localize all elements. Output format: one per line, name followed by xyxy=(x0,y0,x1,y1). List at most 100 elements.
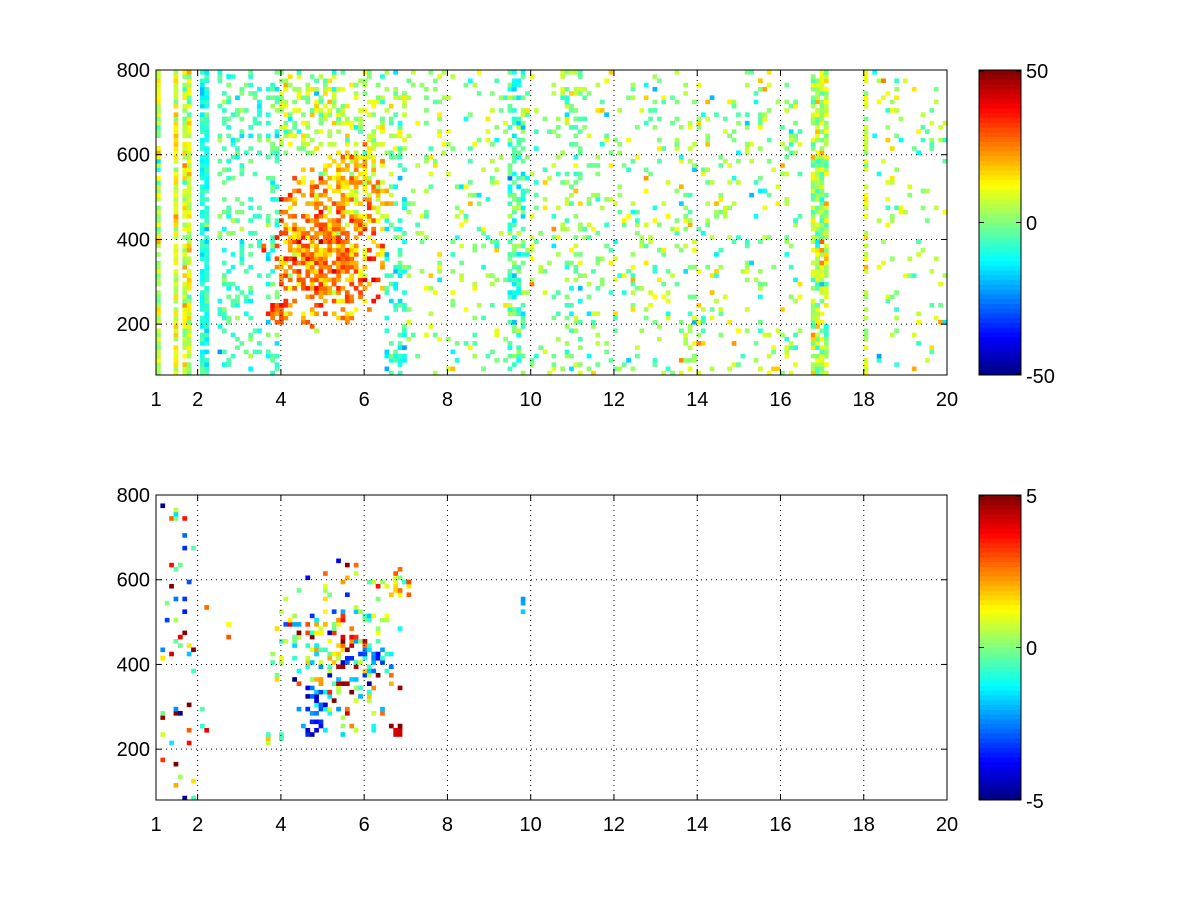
heatmap-cell xyxy=(366,281,372,287)
heatmap-cell xyxy=(362,222,368,228)
heatmap-cell xyxy=(793,137,798,143)
heatmap-cell xyxy=(309,74,315,79)
heatmap-cell xyxy=(362,78,368,84)
heatmap-cell xyxy=(314,269,319,274)
heatmap-cell xyxy=(204,95,210,101)
heatmap-cell xyxy=(863,230,869,236)
heatmap-cell xyxy=(349,180,355,185)
heatmap-cell xyxy=(507,366,513,372)
colorbar-step xyxy=(979,222,1021,228)
heatmap-cell xyxy=(322,727,328,733)
heatmap-cell xyxy=(358,651,363,657)
heatmap-cell xyxy=(577,298,583,304)
heatmap-cell xyxy=(322,235,328,240)
heatmap-cell xyxy=(353,634,359,640)
heatmap-cell xyxy=(700,171,706,177)
heatmap-cell xyxy=(397,588,403,593)
heatmap-cell xyxy=(564,86,570,92)
heatmap-cell xyxy=(279,315,284,321)
heatmap-cell xyxy=(766,370,772,376)
heatmap-cell xyxy=(494,78,500,84)
heatmap-cell xyxy=(380,180,385,185)
heatmap-cell xyxy=(771,349,776,355)
heatmap-cell xyxy=(920,188,926,194)
heatmap-cell xyxy=(279,281,284,287)
heatmap-cell xyxy=(349,677,355,682)
heatmap-cell xyxy=(366,307,372,312)
heatmap-cell xyxy=(340,192,346,198)
heatmap-cell xyxy=(454,205,460,211)
heatmap-cell xyxy=(309,719,315,725)
heatmap-cell xyxy=(876,99,882,105)
heatmap-cell xyxy=(199,116,205,122)
heatmap-cell xyxy=(199,91,205,96)
heatmap-cell xyxy=(885,137,891,143)
heatmap-cell xyxy=(331,281,337,287)
heatmap-cell xyxy=(446,95,451,101)
heatmap-cell xyxy=(520,311,526,317)
heatmap-cell xyxy=(894,290,900,295)
heatmap-cell xyxy=(217,171,223,177)
heatmap-cell xyxy=(634,125,640,130)
heatmap-cell xyxy=(784,336,790,342)
heatmap-cell xyxy=(318,180,324,185)
heatmap-cell xyxy=(331,188,337,194)
heatmap-cell xyxy=(156,209,161,215)
heatmap-cell xyxy=(173,324,179,329)
heatmap-cell xyxy=(160,711,166,716)
heatmap-cell xyxy=(406,133,412,139)
heatmap-cell xyxy=(221,226,227,232)
colorbar-step xyxy=(979,780,1021,787)
heatmap-cell xyxy=(397,146,403,151)
heatmap-cell xyxy=(305,269,311,274)
heatmap-cell xyxy=(692,247,697,253)
heatmap-cell xyxy=(692,315,697,321)
heatmap-cell xyxy=(744,70,750,75)
heatmap-cell xyxy=(823,205,829,211)
heatmap-cell xyxy=(322,588,328,593)
heatmap-cell xyxy=(753,180,759,185)
heatmap-cell xyxy=(573,108,579,113)
heatmap-cell xyxy=(340,103,346,109)
x-tick-label: 20 xyxy=(936,814,958,836)
heatmap-cell xyxy=(314,192,319,198)
heatmap-cell xyxy=(397,732,403,737)
heatmap-cell xyxy=(358,685,363,691)
heatmap-cell xyxy=(894,133,900,139)
heatmap-cell xyxy=(173,78,179,84)
heatmap-cell xyxy=(692,239,697,245)
colorbar-step xyxy=(979,232,1021,238)
heatmap-cell xyxy=(362,247,368,253)
heatmap-cell xyxy=(393,146,399,151)
heatmap-cell xyxy=(235,294,240,300)
heatmap-cell xyxy=(182,108,188,113)
heatmap-cell xyxy=(911,146,917,151)
heatmap-cell xyxy=(327,694,333,699)
heatmap-cell xyxy=(714,298,719,304)
heatmap-cell xyxy=(520,197,526,202)
heatmap-cell xyxy=(173,74,179,79)
heatmap-cell xyxy=(182,197,188,202)
x-tick-label: 16 xyxy=(769,389,791,411)
heatmap-cell xyxy=(823,260,829,266)
heatmap-cell xyxy=(621,290,627,295)
heatmap-cell xyxy=(217,311,223,317)
heatmap-cell xyxy=(283,269,289,274)
heatmap-cell xyxy=(274,294,280,300)
heatmap-cell xyxy=(815,311,820,317)
colorbar-step xyxy=(979,270,1021,276)
heatmap-cell xyxy=(327,184,333,189)
heatmap-cell xyxy=(397,727,403,733)
heatmap-cell xyxy=(270,142,275,147)
heatmap-cell xyxy=(301,256,306,261)
heatmap-cell xyxy=(819,222,825,228)
heatmap-cell xyxy=(674,188,680,194)
heatmap-cell xyxy=(322,571,328,576)
heatmap-cell xyxy=(358,290,363,295)
heatmap-cell xyxy=(551,362,557,367)
heatmap-cell xyxy=(894,108,900,113)
heatmap-cell xyxy=(182,319,188,325)
colorbar-step xyxy=(979,151,1021,157)
heatmap-cell xyxy=(217,74,223,79)
heatmap-cell xyxy=(780,171,785,177)
